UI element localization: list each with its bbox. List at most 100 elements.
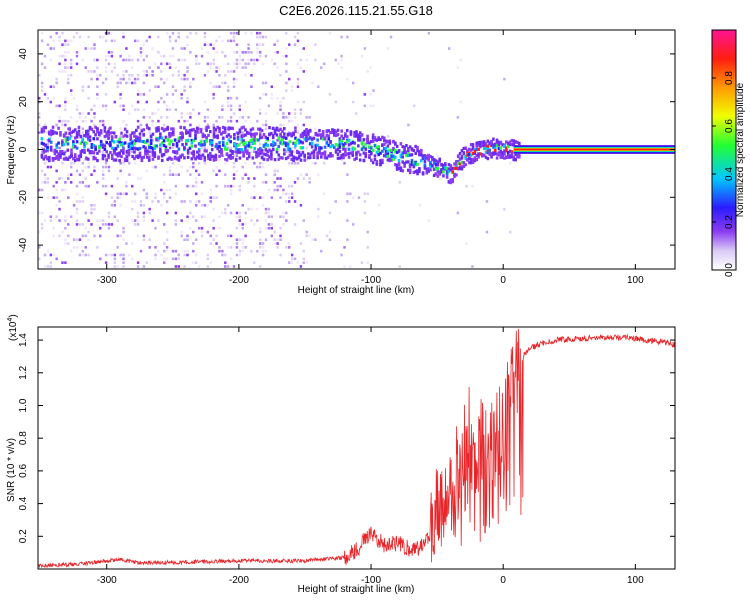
heatmap-cell — [192, 230, 195, 234]
heatmap-cell — [238, 253, 242, 257]
heatmap-cell — [197, 112, 201, 115]
heatmap-cell — [346, 200, 349, 203]
heatmap-ridge-cell — [72, 157, 75, 161]
colorbar-tick-label: 0.0 — [724, 263, 735, 277]
heatmap-cell — [224, 207, 227, 211]
heatmap-cell — [116, 234, 119, 238]
heatmap-ridge-cell — [107, 129, 110, 134]
heatmap-ridge-cell — [506, 141, 510, 145]
heatmap-cell — [285, 47, 288, 50]
heatmap-cell — [87, 47, 90, 50]
heatmap-ridge-cell — [135, 135, 138, 139]
heatmap-cell — [186, 112, 189, 115]
heatmap-cell — [273, 51, 276, 54]
heatmap-cell — [139, 127, 143, 131]
heatmap-ridge-cell — [297, 141, 301, 145]
heatmap-cell — [270, 215, 273, 219]
heatmap-cell — [256, 207, 259, 211]
top-y-tick-label: 0 — [18, 146, 29, 152]
heatmap-cell — [104, 223, 108, 226]
heatmap-cell — [186, 66, 189, 69]
heatmap-ridge-cell — [392, 140, 395, 144]
heatmap-cell — [84, 116, 87, 119]
heatmap-ridge-cell — [357, 150, 360, 154]
heatmap-ridge-cell — [225, 147, 229, 151]
heatmap-cell — [221, 249, 224, 253]
heatmap-cell — [125, 47, 128, 50]
heatmap-cell — [101, 169, 105, 173]
heatmap-ridge-cell — [186, 148, 190, 152]
heatmap-ridge-cell — [493, 142, 497, 146]
heatmap-cell — [296, 77, 300, 81]
heatmap-ridge-cell — [201, 134, 205, 139]
heatmap-cell — [75, 219, 79, 222]
heatmap-ridge-cell — [375, 145, 379, 150]
heatmap-cell — [136, 265, 140, 268]
heatmap-ridge-cell — [512, 158, 516, 162]
heatmap-cell — [125, 58, 128, 62]
heatmap-ridge-cell — [88, 135, 92, 139]
heatmap-cell — [128, 253, 131, 257]
heatmap-ridge-cell — [197, 153, 201, 157]
heatmap-cell — [64, 104, 67, 108]
heatmap-cell — [250, 51, 253, 54]
heatmap-cell — [81, 169, 85, 173]
heatmap-ridge-cell — [399, 166, 403, 170]
heatmap-ridge-cell — [303, 154, 306, 159]
heatmap-cell — [165, 104, 169, 108]
heatmap-ridge-cell — [125, 155, 129, 159]
heatmap-ridge-cell — [60, 150, 64, 154]
heatmap-ridge-cell — [73, 145, 77, 149]
heatmap-ridge-cell — [271, 134, 275, 138]
heatmap-cell — [139, 249, 143, 253]
heatmap-ridge-cell — [418, 153, 421, 157]
heatmap-ridge-cell — [279, 156, 282, 160]
heatmap-ridge-cell — [188, 146, 192, 150]
heatmap-cell — [131, 200, 134, 203]
heatmap-cell — [40, 31, 44, 35]
heatmap-ridge-cell — [109, 144, 112, 148]
heatmap-ridge-cell — [443, 166, 447, 170]
heatmap-cell — [157, 35, 160, 39]
heatmap-cell — [142, 58, 146, 62]
heatmap-cell — [288, 119, 291, 123]
heatmap-cell — [43, 219, 47, 222]
heatmap-ridge-cell — [469, 148, 473, 152]
heatmap-ridge-cell — [460, 165, 464, 169]
heatmap-cell — [113, 257, 116, 261]
heatmap-cell — [67, 234, 70, 238]
heatmap-cell — [250, 135, 253, 138]
heatmap-ridge-cell — [310, 145, 314, 149]
heatmap-cell — [189, 116, 192, 119]
heatmap-cell — [165, 77, 169, 81]
heatmap-ridge-cell — [153, 151, 157, 155]
heatmap-cell — [229, 39, 233, 43]
heatmap-cell — [40, 62, 44, 66]
heatmap-cell — [55, 188, 58, 192]
heatmap-ridge-cell — [303, 132, 306, 137]
heatmap-ridge-cell — [438, 157, 442, 161]
heatmap-cell — [235, 43, 239, 46]
heatmap-cell — [241, 226, 244, 230]
heatmap-ridge-cell — [307, 131, 310, 135]
heatmap-ridge-cell — [351, 147, 355, 151]
heatmap-ridge-cell — [277, 128, 281, 132]
heatmap-cell — [279, 215, 282, 219]
heatmap-cell — [363, 104, 367, 108]
heatmap-cell — [186, 96, 189, 100]
heatmap-ridge-cell — [120, 131, 123, 135]
heatmap-cell — [93, 104, 96, 108]
heatmap-ridge-cell — [44, 154, 47, 158]
heatmap-ridge-cell — [81, 148, 84, 153]
heatmap-ridge-cell — [318, 149, 321, 153]
colorbar-gradient — [711, 29, 737, 271]
heatmap-ridge-cell — [153, 144, 157, 148]
heatmap-ridge-cell — [223, 126, 227, 131]
heatmap-ridge-cell — [183, 146, 186, 150]
heatmap-ridge-cell — [249, 128, 253, 132]
heatmap-cell — [183, 73, 186, 77]
heatmap-cell — [261, 253, 265, 257]
heatmap-ridge-cell — [399, 142, 403, 146]
heatmap-cell — [87, 112, 90, 115]
heatmap-cell — [64, 226, 67, 230]
